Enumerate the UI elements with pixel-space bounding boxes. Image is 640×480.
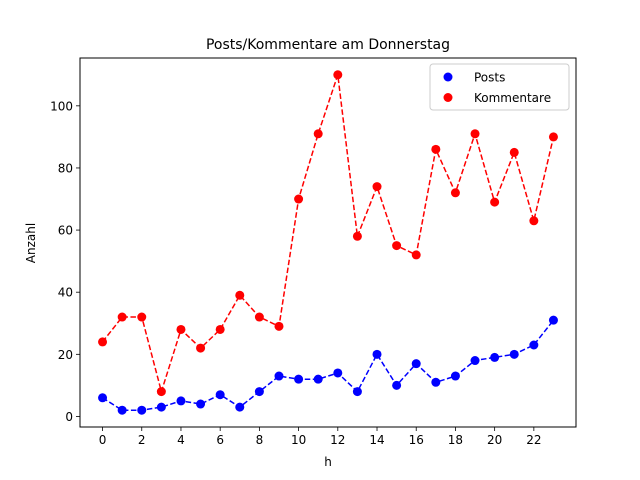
legend: Posts Kommentare (429, 63, 570, 111)
legend-marker (443, 93, 453, 102)
x-axis-label: h (324, 455, 332, 469)
data-point (215, 390, 225, 400)
x-tick-label: 4 (177, 433, 185, 447)
legend-marker (443, 72, 453, 82)
data-point (274, 371, 284, 381)
data-point (490, 352, 500, 362)
data-point (490, 197, 500, 207)
y-axis-label: Anzahl (24, 223, 38, 263)
x-tick-label: 6 (216, 433, 224, 447)
data-point (509, 349, 519, 359)
data-point (156, 387, 166, 397)
series-posts (98, 315, 558, 415)
data-point (352, 387, 362, 397)
data-point (98, 337, 108, 347)
y-tick-label: 100 (50, 99, 73, 113)
x-tick-label: 22 (526, 433, 541, 447)
data-point (352, 231, 362, 241)
x-tick-label: 8 (256, 433, 264, 447)
y-tick-label: 80 (58, 161, 73, 175)
x-tick-label: 18 (448, 433, 463, 447)
data-point (176, 396, 186, 406)
legend-label: Posts (474, 71, 505, 85)
data-point (274, 321, 284, 331)
data-point (450, 371, 460, 381)
data-point (313, 374, 323, 384)
data-point (117, 405, 127, 415)
data-point (176, 324, 186, 334)
data-point (117, 312, 127, 322)
chart-title: Posts/Kommentare am Donnerstag (206, 37, 450, 53)
x-tick-label: 12 (330, 433, 345, 447)
data-point (98, 393, 108, 403)
data-point (548, 315, 558, 325)
data-point (372, 182, 382, 192)
x-tick-label: 20 (487, 433, 502, 447)
data-point (529, 216, 539, 226)
data-point (509, 147, 519, 157)
data-point (235, 290, 245, 300)
axes-frame (79, 57, 577, 428)
data-point (137, 312, 147, 322)
data-point (196, 343, 206, 353)
plot-area: 0 2 4 6 8 10 12 14 16 18 20 22 0 20 40 60 80 100 (50, 57, 577, 447)
data-point (294, 374, 304, 384)
data-point (392, 241, 402, 251)
data-point (235, 402, 245, 412)
data-point (548, 132, 558, 142)
data-point (450, 188, 460, 198)
data-point (470, 356, 480, 366)
data-point (156, 402, 166, 412)
data-point (411, 250, 421, 260)
data-point (470, 129, 480, 139)
y-tick-label: 20 (58, 348, 73, 362)
y-tick-label: 40 (58, 286, 73, 300)
data-point (294, 194, 304, 204)
x-tick-label: 16 (409, 433, 424, 447)
data-point (254, 387, 264, 397)
data-point (431, 144, 441, 154)
legend-label: Kommentare (474, 91, 551, 105)
x-tick-label: 10 (291, 433, 306, 447)
data-point (411, 359, 421, 369)
data-point (215, 324, 225, 334)
data-point (372, 349, 382, 359)
data-point (137, 405, 147, 415)
x-tick-label: 0 (99, 433, 107, 447)
data-point (333, 368, 343, 378)
data-point (313, 129, 323, 139)
y-tick-label: 60 (58, 224, 73, 238)
data-point (431, 377, 441, 387)
data-point (392, 380, 402, 390)
series-kommentare (98, 70, 558, 397)
data-point (254, 312, 264, 322)
data-point (333, 70, 343, 80)
data-point (529, 340, 539, 350)
data-point (196, 399, 206, 409)
y-tick-label: 0 (65, 410, 73, 424)
x-tick-label: 14 (369, 433, 384, 447)
x-tick-label: 2 (138, 433, 146, 447)
